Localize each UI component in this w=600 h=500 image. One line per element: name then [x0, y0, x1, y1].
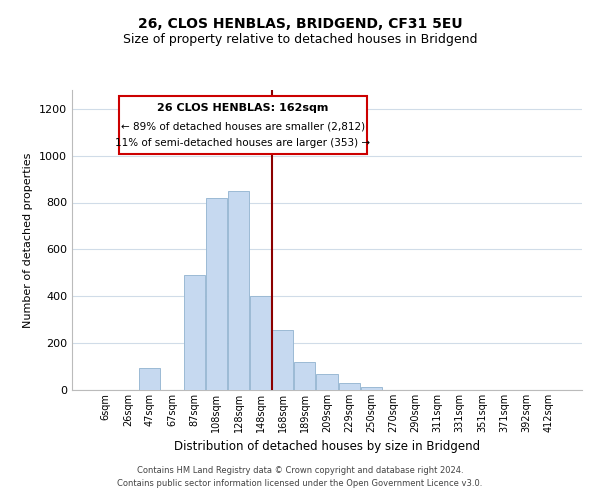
- Text: Size of property relative to detached houses in Bridgend: Size of property relative to detached ho…: [123, 32, 477, 46]
- Bar: [184, 275, 205, 390]
- Bar: [295, 362, 316, 390]
- Bar: [228, 191, 249, 390]
- Bar: [250, 296, 271, 390]
- Bar: [338, 383, 359, 390]
- Bar: [316, 374, 338, 390]
- Bar: [272, 330, 293, 390]
- Text: 26 CLOS HENBLAS: 162sqm: 26 CLOS HENBLAS: 162sqm: [157, 102, 329, 113]
- Bar: [139, 368, 160, 390]
- Y-axis label: Number of detached properties: Number of detached properties: [23, 152, 34, 328]
- FancyBboxPatch shape: [119, 96, 367, 154]
- Text: 26, CLOS HENBLAS, BRIDGEND, CF31 5EU: 26, CLOS HENBLAS, BRIDGEND, CF31 5EU: [137, 18, 463, 32]
- Text: ← 89% of detached houses are smaller (2,812): ← 89% of detached houses are smaller (2,…: [121, 122, 365, 132]
- Text: 11% of semi-detached houses are larger (353) →: 11% of semi-detached houses are larger (…: [115, 138, 370, 147]
- X-axis label: Distribution of detached houses by size in Bridgend: Distribution of detached houses by size …: [174, 440, 480, 454]
- Text: Contains HM Land Registry data © Crown copyright and database right 2024.
Contai: Contains HM Land Registry data © Crown c…: [118, 466, 482, 487]
- Bar: [206, 198, 227, 390]
- Bar: [361, 387, 382, 390]
